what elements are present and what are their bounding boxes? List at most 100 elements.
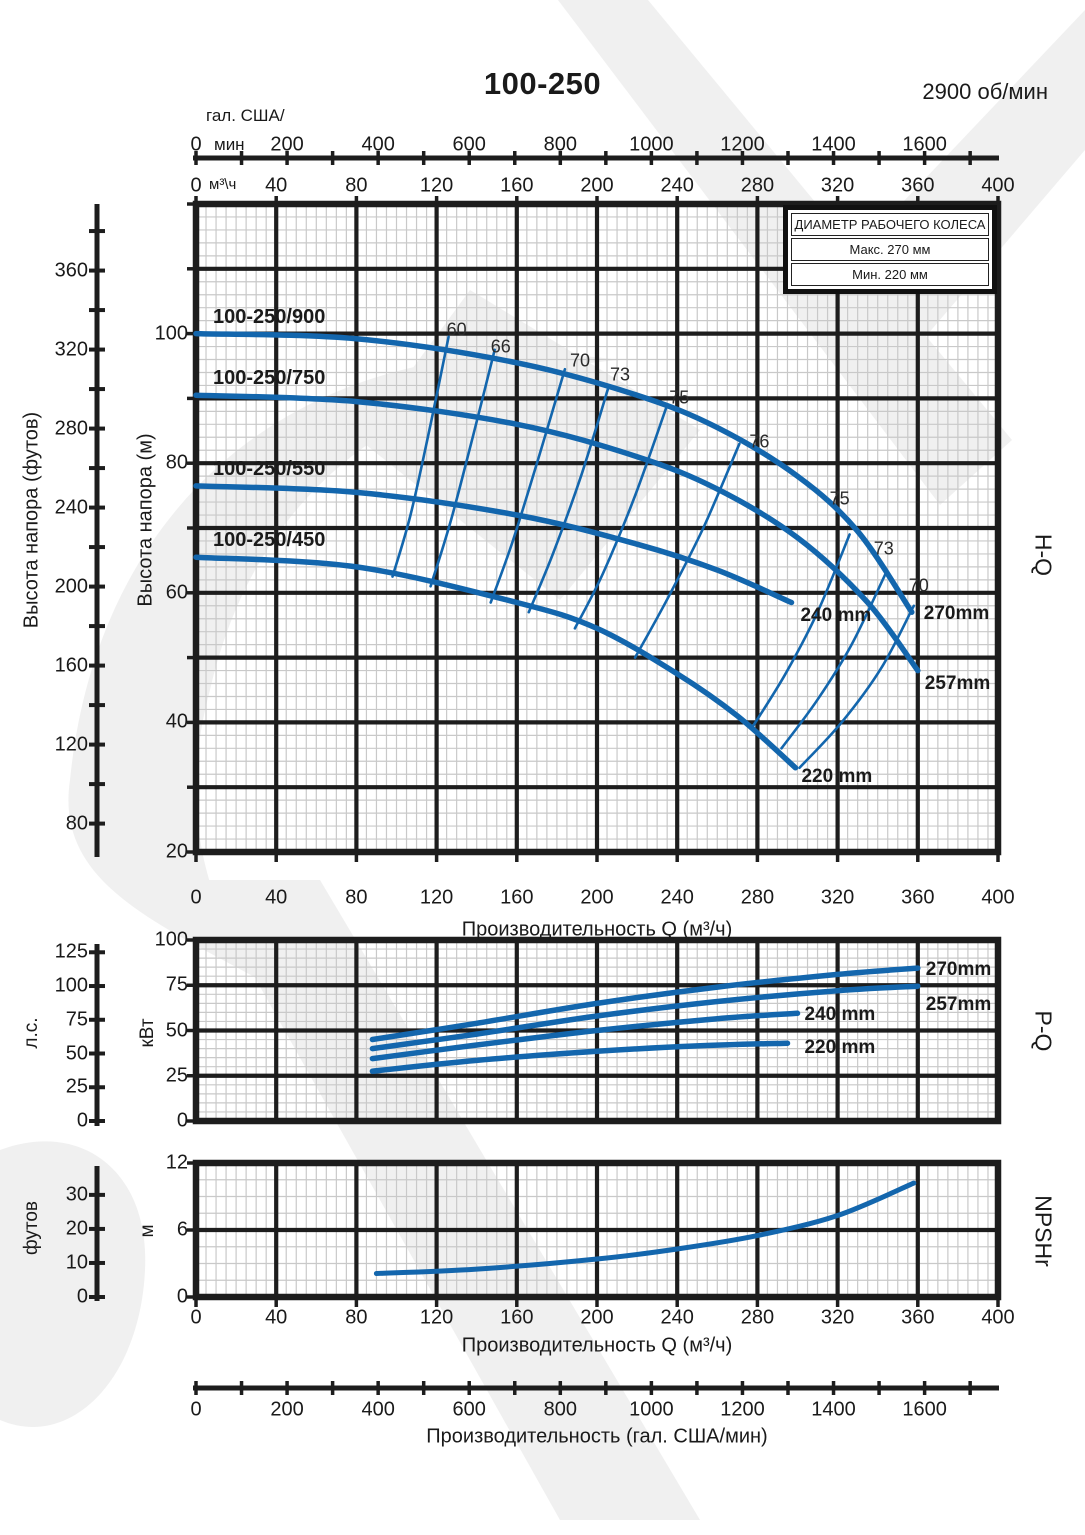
hq-ft-tick-label: 280 bbox=[54, 417, 88, 440]
hq-m-tick-label: 60 bbox=[165, 581, 188, 604]
np-side-label: NPSHr bbox=[1030, 1195, 1057, 1267]
hq-curve-label-2: 100-250/550 bbox=[213, 457, 326, 480]
efficiency-label-4: 75 bbox=[669, 387, 690, 408]
pq-side-label: P-Q bbox=[1030, 1010, 1057, 1052]
hq-x-tick-label: 160 bbox=[500, 886, 534, 909]
gal-top-tick-label: 1600 bbox=[902, 133, 947, 156]
pq-kw-tick-label: 75 bbox=[165, 973, 188, 996]
m3h-top-tick-label: 0 bbox=[190, 174, 202, 197]
gal-top-tick-label: 600 bbox=[452, 133, 486, 156]
hq-ft-tick-label: 120 bbox=[54, 733, 88, 756]
gal-top-tick-label: 1400 bbox=[811, 133, 856, 156]
pq-kw-tick-label: 50 bbox=[165, 1019, 188, 1041]
np-x-tick-label: 0 bbox=[190, 1306, 202, 1329]
np-ft-tick-label: 30 bbox=[65, 1183, 88, 1206]
hq-x-tick-label: 120 bbox=[419, 886, 454, 909]
hq-ft-tick-label: 160 bbox=[54, 654, 88, 677]
m3h-top-tick-label: 80 bbox=[345, 174, 368, 197]
hq-feet-axis-label: Высота напора (футов) bbox=[20, 411, 43, 629]
efficiency-label-3: 73 bbox=[610, 364, 631, 385]
pq-hp-tick-label: 25 bbox=[65, 1075, 88, 1098]
gal-bottom-tick-label: 800 bbox=[543, 1398, 577, 1421]
hq-diameter-label-3: 220 mm bbox=[801, 765, 873, 787]
np-feet-axis-label: футов bbox=[21, 1200, 42, 1256]
np-x-tick-label: 160 bbox=[500, 1306, 534, 1329]
gal-axis-unit-line2: мин bbox=[214, 135, 245, 154]
gal-bottom-tick-label: 1000 bbox=[629, 1398, 674, 1421]
hq-diameter-label-1: 257mm bbox=[924, 672, 991, 694]
np-x-tick-label: 80 bbox=[345, 1306, 368, 1329]
gal-bottom-tick-label: 1600 bbox=[902, 1398, 947, 1421]
hq-x-tick-label: 40 bbox=[265, 886, 288, 909]
pq-kw-tick-label: 25 bbox=[165, 1064, 188, 1087]
m3h-top-tick-label: 400 bbox=[981, 174, 1015, 197]
hq-curve-label-3: 100-250/450 bbox=[213, 529, 326, 552]
hq-side-label: H-Q bbox=[1030, 533, 1057, 577]
gal-top-tick-label: 200 bbox=[270, 133, 304, 156]
hq-m-tick-label: 20 bbox=[165, 840, 188, 863]
m3h-top-tick-label: 280 bbox=[740, 174, 775, 197]
pq-hp-tick-label: 0 bbox=[76, 1109, 88, 1132]
page-title: 100-250 bbox=[483, 66, 602, 101]
np-meters-axis-label: м bbox=[137, 1224, 158, 1238]
pq-kw-axis-label: кВт bbox=[137, 1018, 158, 1048]
np-x-tick-label: 120 bbox=[419, 1306, 454, 1329]
hq-curve-label-0: 100-250/900 bbox=[213, 305, 326, 328]
np-x-tick-label: 280 bbox=[740, 1306, 775, 1329]
hq-x-tick-label: 200 bbox=[580, 886, 614, 909]
pq-hp-tick-label: 100 bbox=[54, 974, 88, 997]
efficiency-label-0: 60 bbox=[446, 319, 467, 340]
hq-curve-label-1: 100-250/750 bbox=[213, 367, 326, 390]
m3h-top-tick-label: 360 bbox=[901, 174, 935, 197]
pq-kw-tick-label: 0 bbox=[176, 1109, 188, 1132]
hq-ft-tick-label: 80 bbox=[65, 812, 88, 835]
pq-hp-tick-label: 125 bbox=[54, 940, 88, 963]
pq-kw-tick-label: 100 bbox=[154, 928, 188, 951]
gal-top-tick-label: 400 bbox=[361, 133, 395, 156]
hq-meters-axis-label: Высота напора (м) bbox=[134, 433, 157, 607]
gal-bottom-tick-label: 0 bbox=[190, 1398, 202, 1421]
gal-bottom-axis-title: Производительность (гал. США/мин) bbox=[426, 1425, 768, 1448]
gal-top-tick-label: 1000 bbox=[629, 133, 674, 156]
pq-diameter-label-1: 257mm bbox=[925, 994, 992, 1016]
np-x-axis-title: Производительность Q (м³/ч) bbox=[461, 1334, 733, 1357]
gal-top-tick-label: 800 bbox=[543, 133, 577, 156]
gal-top-tick-label: 1200 bbox=[720, 133, 765, 156]
np-x-tick-label: 400 bbox=[981, 1306, 1015, 1329]
efficiency-label-1: 66 bbox=[490, 336, 511, 357]
hq-m-tick-label: 40 bbox=[165, 710, 188, 733]
pq-hp-tick-label: 50 bbox=[65, 1042, 88, 1064]
hq-ft-tick-label: 360 bbox=[54, 259, 88, 282]
np-m-tick-label: 0 bbox=[176, 1285, 188, 1308]
hq-diameter-label-0: 270mm bbox=[923, 603, 990, 625]
m3h-top-tick-label: 160 bbox=[500, 174, 534, 197]
np-ft-tick-label: 10 bbox=[65, 1251, 88, 1274]
efficiency-label-7: 73 bbox=[873, 538, 894, 559]
gal-bottom-tick-label: 1200 bbox=[720, 1398, 765, 1421]
gal-axis-unit-line1: гал. США/ bbox=[206, 106, 285, 125]
np-m-tick-label: 6 bbox=[176, 1218, 188, 1241]
hq-ft-tick-label: 200 bbox=[54, 575, 88, 598]
np-x-tick-label: 40 bbox=[265, 1306, 288, 1329]
efficiency-label-2: 70 bbox=[569, 350, 590, 371]
efficiency-label-6: 75 bbox=[829, 488, 850, 509]
hq-x-tick-label: 320 bbox=[820, 886, 855, 909]
impeller-diameter-legend: ДИАМЕТР РАБОЧЕГО КОЛЕСА Макс. 270 мм Мин… bbox=[783, 205, 997, 294]
hq-x-tick-label: 0 bbox=[190, 886, 202, 909]
hq-m-tick-label: 80 bbox=[165, 451, 188, 474]
m3h-top-tick-label: 120 bbox=[419, 174, 454, 197]
np-x-tick-label: 200 bbox=[580, 1306, 614, 1329]
pump-speed: 2900 об/мин bbox=[922, 79, 1048, 104]
hq-x-tick-label: 240 bbox=[660, 886, 694, 909]
efficiency-label-8: 70 bbox=[908, 575, 929, 596]
np-m-tick-label: 12 bbox=[165, 1151, 188, 1174]
m3h-top-tick-label: 240 bbox=[660, 174, 694, 197]
pq-hp-tick-label: 75 bbox=[65, 1008, 88, 1031]
legend-header: ДИАМЕТР РАБОЧЕГО КОЛЕСА bbox=[791, 213, 989, 236]
np-ft-tick-label: 0 bbox=[76, 1285, 88, 1308]
legend-max-diameter: Макс. 270 мм bbox=[791, 238, 989, 261]
pq-diameter-label-0: 270mm bbox=[925, 959, 992, 981]
m3h-top-tick-label: 200 bbox=[580, 174, 614, 197]
